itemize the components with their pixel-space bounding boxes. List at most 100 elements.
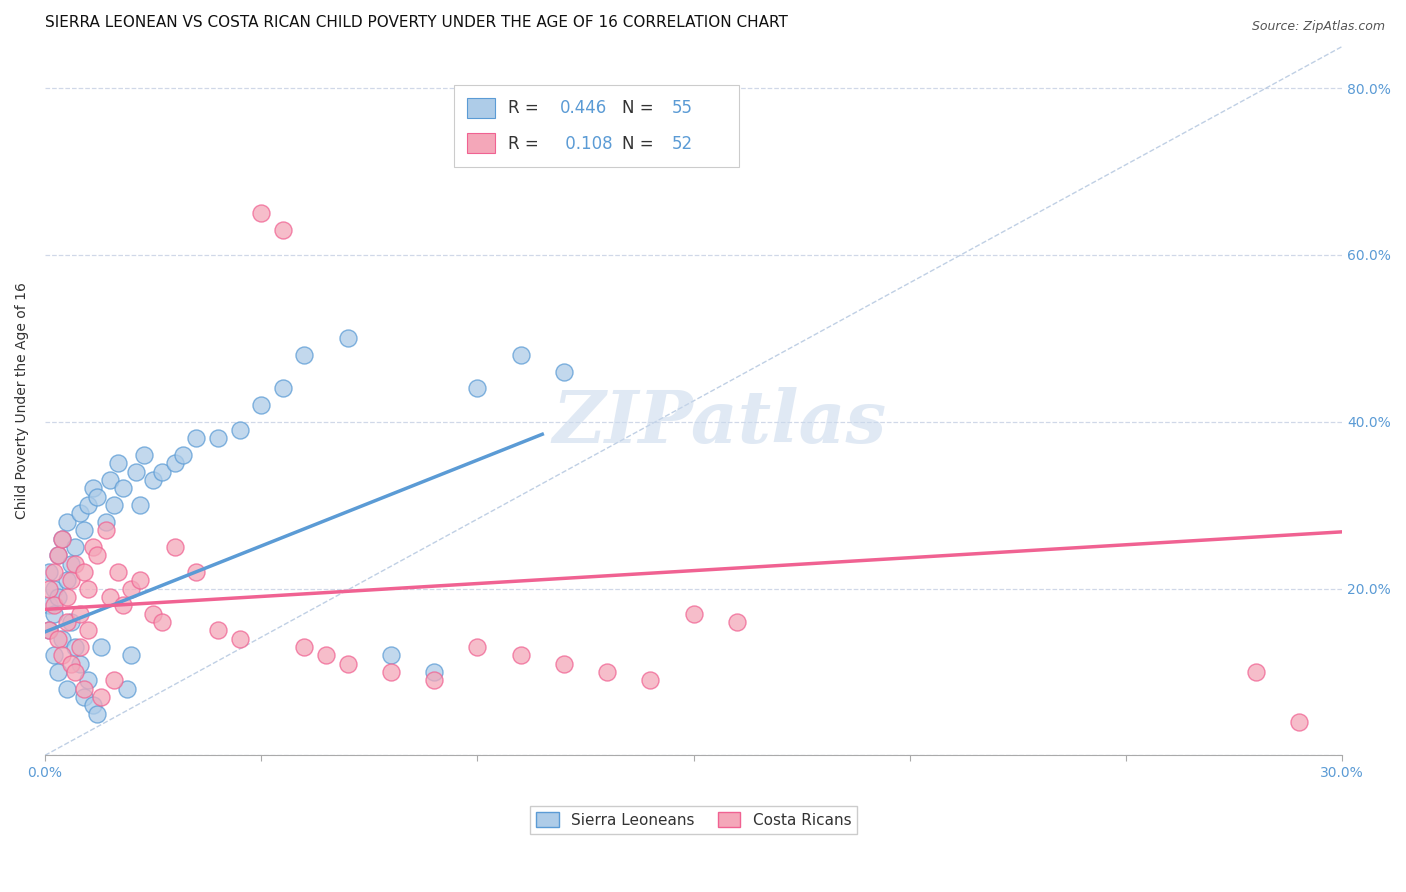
Text: Source: ZipAtlas.com: Source: ZipAtlas.com <box>1251 20 1385 33</box>
Point <box>46 632 69 646</box>
Point <box>82 540 104 554</box>
Point <box>73 690 96 704</box>
Point <box>640 673 662 688</box>
Point <box>271 223 294 237</box>
Point <box>250 206 273 220</box>
Point <box>120 582 142 596</box>
Point <box>73 681 96 696</box>
Point <box>38 565 60 579</box>
Point <box>46 665 69 679</box>
Point <box>42 599 65 613</box>
Point <box>46 590 69 604</box>
Point <box>69 607 91 621</box>
Point <box>228 632 250 646</box>
Point <box>553 657 575 671</box>
Point <box>467 381 489 395</box>
Point <box>1244 665 1267 679</box>
Point <box>228 423 250 437</box>
Point <box>82 698 104 713</box>
Point <box>94 523 117 537</box>
Text: N =: N = <box>623 99 659 117</box>
Point <box>38 624 60 638</box>
Point <box>59 557 82 571</box>
Point <box>69 507 91 521</box>
Point <box>65 665 87 679</box>
Point <box>725 615 748 629</box>
Text: 0.108: 0.108 <box>560 135 613 153</box>
Point <box>107 565 129 579</box>
Point <box>380 648 402 663</box>
Point <box>46 548 69 562</box>
Text: SIERRA LEONEAN VS COSTA RICAN CHILD POVERTY UNDER THE AGE OF 16 CORRELATION CHAR: SIERRA LEONEAN VS COSTA RICAN CHILD POVE… <box>45 15 787 30</box>
Y-axis label: Child Poverty Under the Age of 16: Child Poverty Under the Age of 16 <box>15 283 30 519</box>
Point <box>111 599 134 613</box>
FancyBboxPatch shape <box>467 133 495 153</box>
Point <box>294 348 316 362</box>
Text: 0.446: 0.446 <box>560 99 607 117</box>
FancyBboxPatch shape <box>467 98 495 118</box>
Point <box>509 648 531 663</box>
Point <box>186 432 208 446</box>
Point <box>69 657 91 671</box>
Point <box>55 515 77 529</box>
Point <box>271 381 294 395</box>
Point <box>65 557 87 571</box>
Point <box>111 482 134 496</box>
Point <box>423 673 446 688</box>
Text: 55: 55 <box>672 99 693 117</box>
Point <box>467 640 489 654</box>
Point <box>86 490 108 504</box>
Point <box>98 473 121 487</box>
Point <box>77 582 100 596</box>
Text: R =: R = <box>508 135 544 153</box>
Point <box>55 590 77 604</box>
Point <box>125 465 148 479</box>
Point <box>65 540 87 554</box>
Point <box>55 681 77 696</box>
Point <box>163 457 186 471</box>
Point <box>69 640 91 654</box>
Point <box>55 573 77 587</box>
Point <box>59 573 82 587</box>
Point <box>51 632 73 646</box>
Text: 52: 52 <box>672 135 693 153</box>
Point <box>103 673 125 688</box>
Point <box>207 432 229 446</box>
Point <box>142 607 165 621</box>
Point <box>90 640 112 654</box>
Point <box>77 673 100 688</box>
Point <box>98 590 121 604</box>
Point <box>73 523 96 537</box>
Point <box>134 448 156 462</box>
Point <box>59 657 82 671</box>
Point <box>51 532 73 546</box>
Point <box>553 365 575 379</box>
Point <box>73 565 96 579</box>
Point <box>42 582 65 596</box>
Point <box>115 681 138 696</box>
Point <box>86 706 108 721</box>
Point <box>129 573 152 587</box>
Point <box>42 565 65 579</box>
Point <box>207 624 229 638</box>
Point <box>42 648 65 663</box>
Point <box>86 548 108 562</box>
Point <box>150 615 173 629</box>
Point <box>129 498 152 512</box>
Point <box>94 515 117 529</box>
Point <box>336 657 359 671</box>
Point <box>172 448 194 462</box>
Point <box>163 540 186 554</box>
Point <box>55 615 77 629</box>
Point <box>77 624 100 638</box>
Point <box>294 640 316 654</box>
Point <box>65 640 87 654</box>
Point <box>77 498 100 512</box>
Legend: Sierra Leoneans, Costa Ricans: Sierra Leoneans, Costa Ricans <box>530 805 858 834</box>
Point <box>423 665 446 679</box>
Point <box>682 607 704 621</box>
Point <box>380 665 402 679</box>
Point <box>51 648 73 663</box>
Point <box>315 648 337 663</box>
Point <box>51 532 73 546</box>
